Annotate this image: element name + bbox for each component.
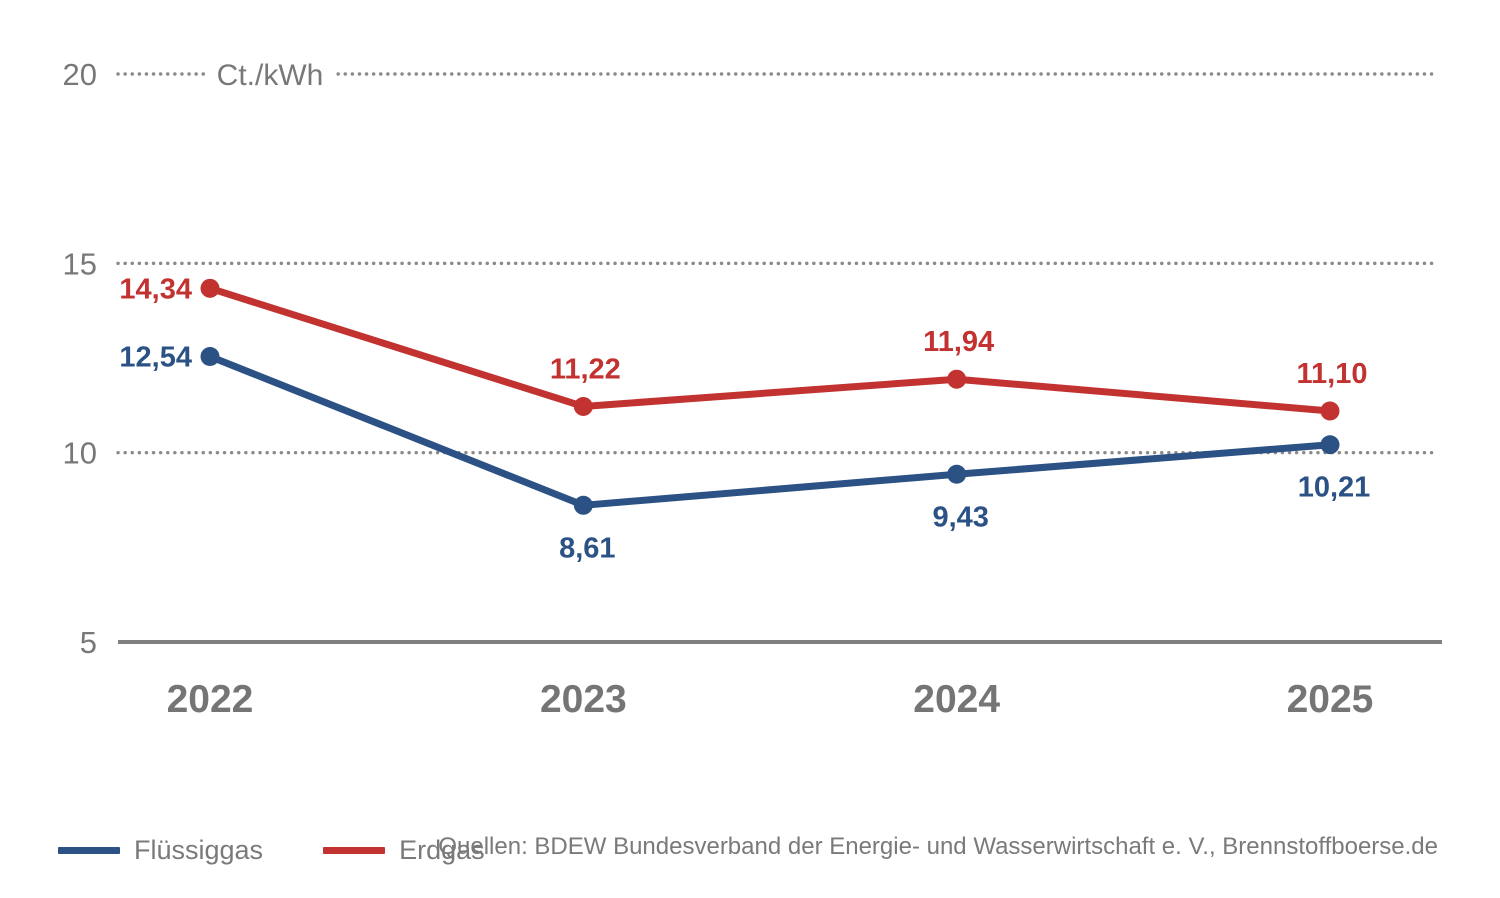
legend-item-fluessiggas: Flüssiggas: [58, 836, 263, 864]
svg-text:2022: 2022: [167, 678, 254, 721]
legend-label: Erdgas: [399, 835, 485, 865]
svg-text:9,43: 9,43: [932, 501, 988, 533]
svg-text:20: 20: [63, 57, 97, 92]
legend-item-erdgas: Erdgas: [323, 836, 485, 864]
source-attribution: Quellen: BDEW Bundesverband der Energie-…: [438, 833, 1438, 860]
svg-text:14,34: 14,34: [119, 273, 192, 305]
line-chart: 5 10 15 20 Ct./kWh 12,54 8,61 9,43 10,21 14,34 11,…: [62, 57, 1442, 721]
svg-text:10,21: 10,21: [1298, 472, 1371, 504]
fluessiggas-line-swatch: [58, 846, 120, 854]
svg-text:8,61: 8,61: [559, 532, 615, 564]
svg-text:2025: 2025: [1287, 678, 1374, 721]
svg-text:12,54: 12,54: [119, 341, 192, 373]
svg-text:2024: 2024: [913, 678, 1000, 721]
svg-text:11,94: 11,94: [923, 326, 994, 358]
svg-text:2023: 2023: [540, 678, 627, 721]
svg-text:11,10: 11,10: [1297, 358, 1368, 390]
erdgas-line-swatch: [323, 846, 386, 854]
svg-text:15: 15: [63, 246, 97, 281]
legend-label: Flüssiggas: [134, 835, 264, 865]
svg-text:5: 5: [80, 625, 97, 660]
chart-legend: Flüssiggas Erdgas: [58, 836, 485, 864]
svg-text:Ct./kWh: Ct./kWh: [217, 59, 324, 92]
svg-text:10: 10: [63, 436, 97, 471]
svg-text:11,22: 11,22: [550, 353, 621, 385]
